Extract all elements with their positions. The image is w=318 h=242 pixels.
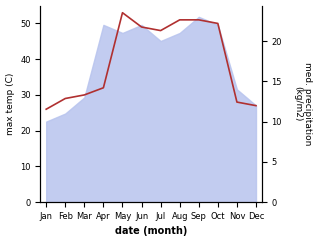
X-axis label: date (month): date (month) (115, 227, 187, 236)
Y-axis label: max temp (C): max temp (C) (5, 73, 15, 135)
Y-axis label: med. precipitation
(kg/m2): med. precipitation (kg/m2) (293, 62, 313, 145)
